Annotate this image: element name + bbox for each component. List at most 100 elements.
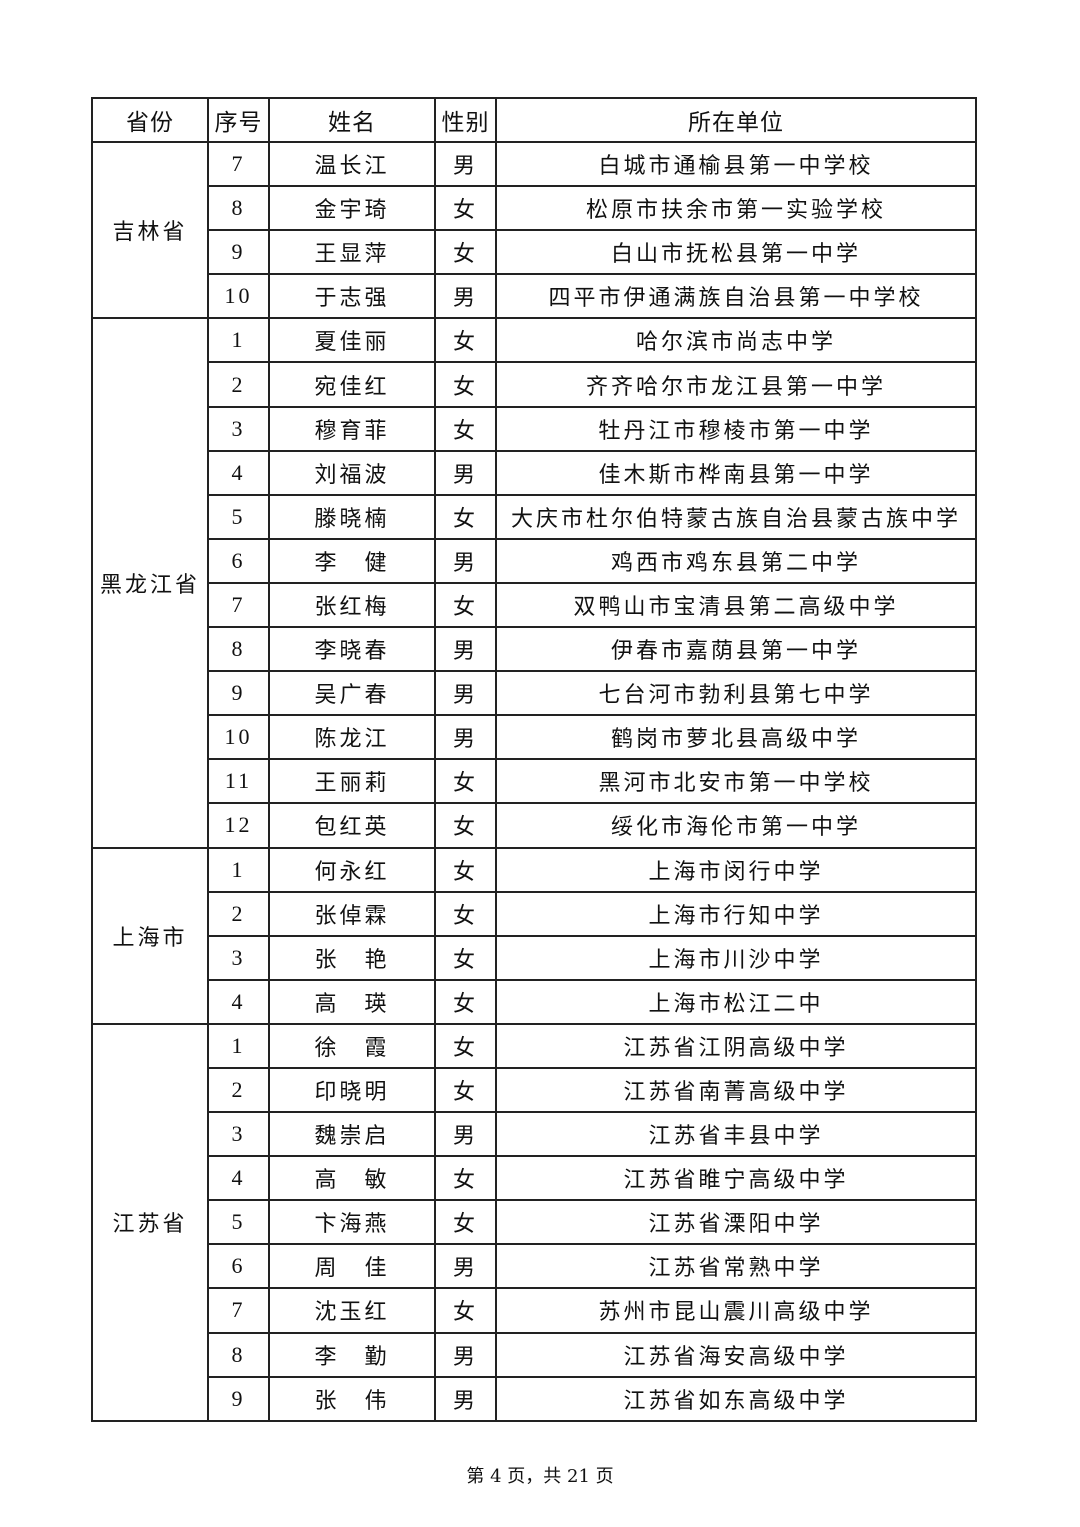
number-cell: 3	[207, 934, 270, 981]
name-cell: 张倬霖	[268, 890, 436, 937]
unit-cell: 牡丹江市穆棱市第一中学	[495, 405, 977, 452]
number-cell: 7	[207, 1287, 270, 1334]
table-row: 7 张红梅女双鸭山市宝清县第二高级中学	[92, 581, 977, 629]
gender-cell: 女	[434, 185, 497, 232]
unit-cell: 上海市行知中学	[495, 890, 977, 937]
name-cell: 徐 霞	[268, 1022, 436, 1069]
table-body: 吉林省 7 温长江男白城市通榆县第一中学校 8 金宇琦女松原市扶余市第一实验学校 9 王显萍…	[91, 140, 977, 1422]
number-cell: 2	[207, 890, 270, 937]
gender-cell: 女	[434, 361, 497, 408]
name-cell: 李 健	[268, 537, 436, 584]
unit-cell: 苏州市昆山震川高级中学	[495, 1287, 977, 1334]
name-cell: 沈玉红	[268, 1287, 436, 1334]
unit-cell: 四平市伊通满族自治县第一中学校	[495, 273, 977, 320]
name-cell: 刘福波	[268, 449, 436, 496]
unit-cell: 佳木斯市桦南县第一中学	[495, 449, 977, 496]
gender-cell: 女	[434, 802, 497, 849]
unit-cell: 白山市抚松县第一中学	[495, 229, 977, 276]
number-cell: 1	[207, 317, 270, 364]
name-cell: 何永红	[268, 846, 436, 893]
unit-cell: 江苏省南菁高级中学	[495, 1066, 977, 1114]
number-cell: 1	[207, 846, 270, 893]
name-cell: 张 伟	[268, 1375, 436, 1422]
unit-cell: 黑河市北安市第一中学校	[495, 758, 977, 805]
name-cell: 张红梅	[268, 581, 436, 629]
province-cell: 上海市	[91, 846, 209, 1025]
unit-cell: 齐齐哈尔市龙江县第一中学	[495, 361, 977, 408]
number-cell: 6	[207, 537, 270, 584]
name-cell: 滕晓楠	[268, 493, 436, 540]
number-cell: 7	[207, 140, 270, 188]
table-row: 2 宛佳红女齐齐哈尔市龙江县第一中学	[92, 361, 977, 408]
name-cell: 王显萍	[268, 229, 436, 276]
unit-cell: 七台河市勃利县第七中学	[495, 670, 977, 717]
table-row: 9 王显萍女白山市抚松县第一中学	[92, 229, 977, 276]
name-cell: 李晓春	[268, 626, 436, 673]
unit-cell: 江苏省如东高级中学	[495, 1375, 977, 1422]
table-row: 12 包红英女绥化市海伦市第一中学	[92, 802, 977, 849]
number-cell: 3	[207, 1111, 270, 1158]
gender-cell: 女	[434, 317, 497, 364]
table-row: 9 吴广春男七台河市勃利县第七中学	[92, 670, 977, 717]
gender-cell: 男	[434, 626, 497, 673]
name-cell: 周 佳	[268, 1243, 436, 1290]
table-row: 2 张倬霖女上海市行知中学	[92, 890, 977, 937]
number-cell: 11	[207, 758, 270, 805]
unit-cell: 江苏省常熟中学	[495, 1243, 977, 1290]
unit-cell: 白城市通榆县第一中学校	[495, 140, 977, 188]
number-cell: 3	[207, 405, 270, 452]
table-row: 7 沈玉红女苏州市昆山震川高级中学	[92, 1287, 977, 1334]
number-cell: 4	[207, 1155, 270, 1202]
unit-cell: 绥化市海伦市第一中学	[495, 802, 977, 849]
gender-cell: 男	[434, 1111, 497, 1158]
unit-cell: 江苏省睢宁高级中学	[495, 1155, 977, 1202]
number-cell: 2	[207, 361, 270, 408]
unit-cell: 松原市扶余市第一实验学校	[495, 185, 977, 232]
number-cell: 6	[207, 1243, 270, 1290]
header-gender: 性别	[434, 97, 497, 143]
number-cell: 8	[207, 185, 270, 232]
number-cell: 5	[207, 1199, 270, 1246]
name-cell: 包红英	[268, 802, 436, 849]
gender-cell: 男	[434, 1243, 497, 1290]
name-cell: 卞海燕	[268, 1199, 436, 1246]
number-cell: 12	[207, 802, 270, 849]
table-row: 黑龙江省 1 夏佳丽女哈尔滨市尚志中学	[91, 317, 977, 849]
unit-cell: 双鸭山市宝清县第二高级中学	[495, 581, 977, 629]
gender-cell: 男	[434, 714, 497, 761]
gender-cell: 女	[434, 758, 497, 805]
unit-cell: 鹤岗市萝北县高级中学	[495, 714, 977, 761]
table-row: 上海市 1 何永红女上海市闵行中学	[91, 846, 977, 1025]
gender-cell: 女	[434, 1199, 497, 1246]
name-cell: 魏崇启	[268, 1111, 436, 1158]
gender-cell: 男	[434, 1331, 497, 1378]
table-row: 8 金宇琦女松原市扶余市第一实验学校	[92, 185, 977, 232]
number-cell: 8	[207, 626, 270, 673]
unit-cell: 江苏省江阴高级中学	[495, 1022, 977, 1069]
roster-table: 省份 序号 姓名 性别 所在单位 吉林省 7 温长江男白城市通榆县第一中学校 8 金宇琦…	[91, 97, 977, 1422]
unit-cell: 伊春市嘉荫县第一中学	[495, 626, 977, 673]
gender-cell: 女	[434, 978, 497, 1025]
header-row: 省份 序号 姓名 性别 所在单位	[91, 97, 977, 143]
name-cell: 陈龙江	[268, 714, 436, 761]
gender-cell: 女	[434, 405, 497, 452]
number-cell: 2	[207, 1066, 270, 1114]
name-cell: 温长江	[268, 140, 436, 188]
table-row: 5 滕晓楠女大庆市杜尔伯特蒙古族自治县蒙古族中学	[92, 493, 977, 540]
unit-cell: 鸡西市鸡东县第二中学	[495, 537, 977, 584]
gender-cell: 女	[434, 934, 497, 981]
number-cell: 9	[207, 229, 270, 276]
province-cell: 江苏省	[91, 1022, 209, 1422]
number-cell: 7	[207, 581, 270, 629]
gender-cell: 女	[434, 1287, 497, 1334]
gender-cell: 男	[434, 1375, 497, 1422]
name-cell: 夏佳丽	[268, 317, 436, 364]
table-row: 吉林省 7 温长江男白城市通榆县第一中学校	[91, 140, 977, 320]
header-unit: 所在单位	[495, 97, 977, 143]
